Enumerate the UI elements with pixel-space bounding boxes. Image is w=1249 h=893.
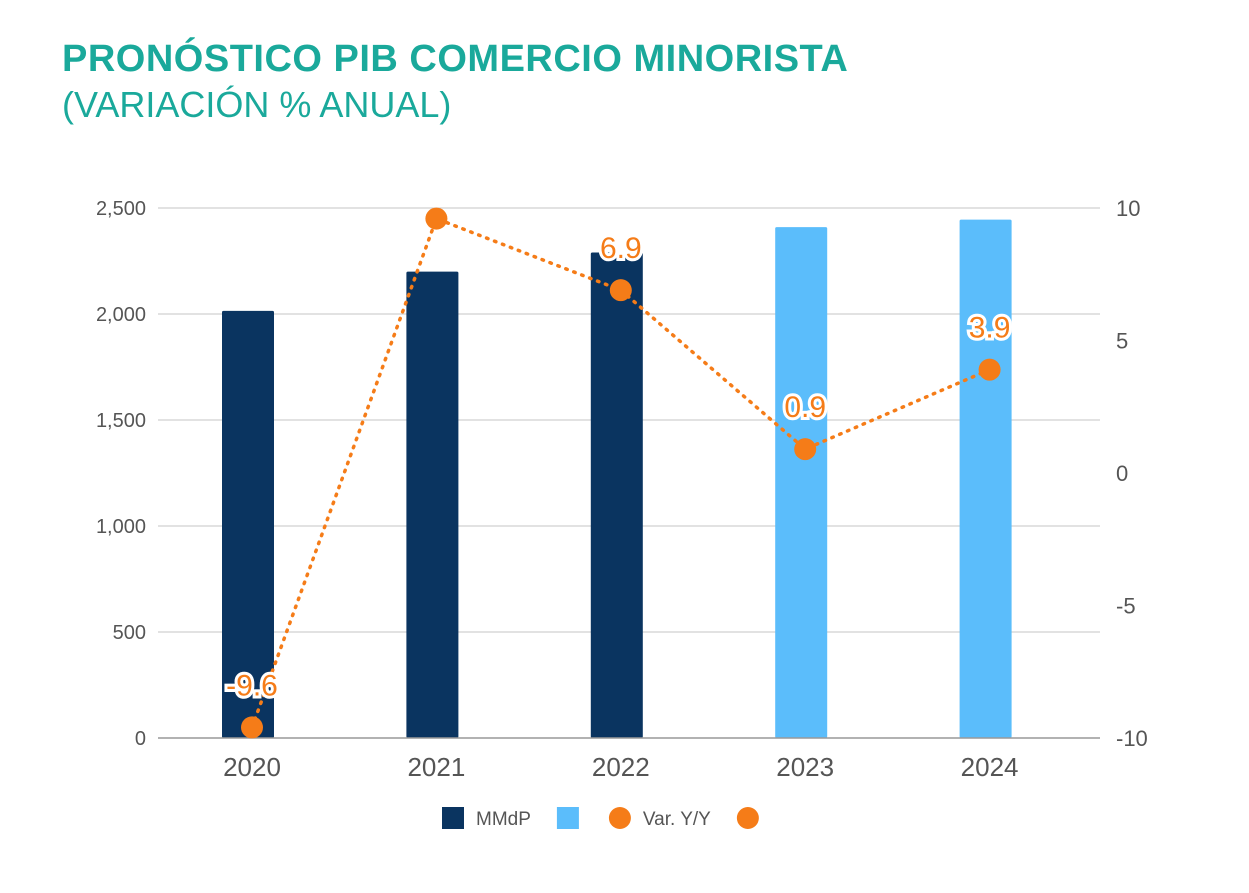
x-axis-tick-label: 2020 bbox=[223, 752, 281, 782]
legend-swatch bbox=[442, 807, 464, 829]
right-axis-tick-label: -5 bbox=[1116, 594, 1136, 619]
bar bbox=[222, 310, 274, 738]
bar bbox=[590, 252, 643, 738]
legend-marker bbox=[608, 807, 631, 829]
right-axis-tick-label: -10 bbox=[1116, 726, 1148, 751]
var-yy-data-label: -9.6 bbox=[226, 669, 278, 702]
bar bbox=[775, 227, 828, 738]
left-axis-tick-label: 2,000 bbox=[96, 304, 146, 326]
x-axis-tick-label: 2024 bbox=[961, 752, 1019, 782]
left-axis-tick-label: 500 bbox=[113, 622, 146, 644]
x-axis-tick-label: 2022 bbox=[592, 752, 650, 782]
legend-label: Var. Y/Y bbox=[643, 809, 711, 830]
var-yy-point bbox=[425, 207, 448, 230]
legend: MMdP Var. Y/Y bbox=[442, 807, 759, 830]
legend-label: MMdP bbox=[476, 809, 531, 830]
var-yy-point bbox=[794, 438, 817, 461]
var-yy-data-label: 6.9 bbox=[600, 232, 642, 265]
legend-swatch bbox=[556, 807, 579, 829]
var-yy-point bbox=[609, 279, 632, 302]
var-yy-point bbox=[241, 716, 263, 739]
line-series bbox=[241, 207, 1001, 739]
x-axis-tick-label: 2021 bbox=[407, 752, 465, 782]
data-labels: -9.6 6.9 0.9 3.9 bbox=[223, 229, 1013, 705]
var-yy-data-label: 0.9 bbox=[784, 391, 826, 424]
right-axis-tick-label: 0 bbox=[1116, 461, 1128, 486]
x-axis-tick-label: 2023 bbox=[776, 752, 834, 782]
left-axis-tick-label: 1,000 bbox=[96, 516, 146, 538]
bar bbox=[406, 271, 459, 738]
bar bbox=[959, 219, 1012, 738]
var-yy-data-label: 3.9 bbox=[969, 312, 1011, 345]
left-axis-tick-label: 1,500 bbox=[96, 410, 146, 432]
chart-title: PRONÓSTICO PIB COMERCIO MINORISTA bbox=[62, 38, 849, 80]
axis-ticks: 0 500 1,000 1,500 2,000 2,500 -10 -5 0 5 10 2020 202… bbox=[96, 196, 1148, 782]
var-yy-point bbox=[978, 358, 1001, 381]
legend-marker bbox=[736, 807, 759, 829]
chart-subtitle: (VARIACIÓN % ANUAL) bbox=[62, 84, 452, 125]
right-axis-tick-label: 10 bbox=[1116, 196, 1140, 221]
right-axis-tick-label: 5 bbox=[1116, 329, 1128, 354]
left-axis-tick-label: 0 bbox=[135, 728, 146, 750]
bar-series bbox=[222, 219, 1012, 738]
left-axis-tick-label: 2,500 bbox=[96, 198, 146, 220]
